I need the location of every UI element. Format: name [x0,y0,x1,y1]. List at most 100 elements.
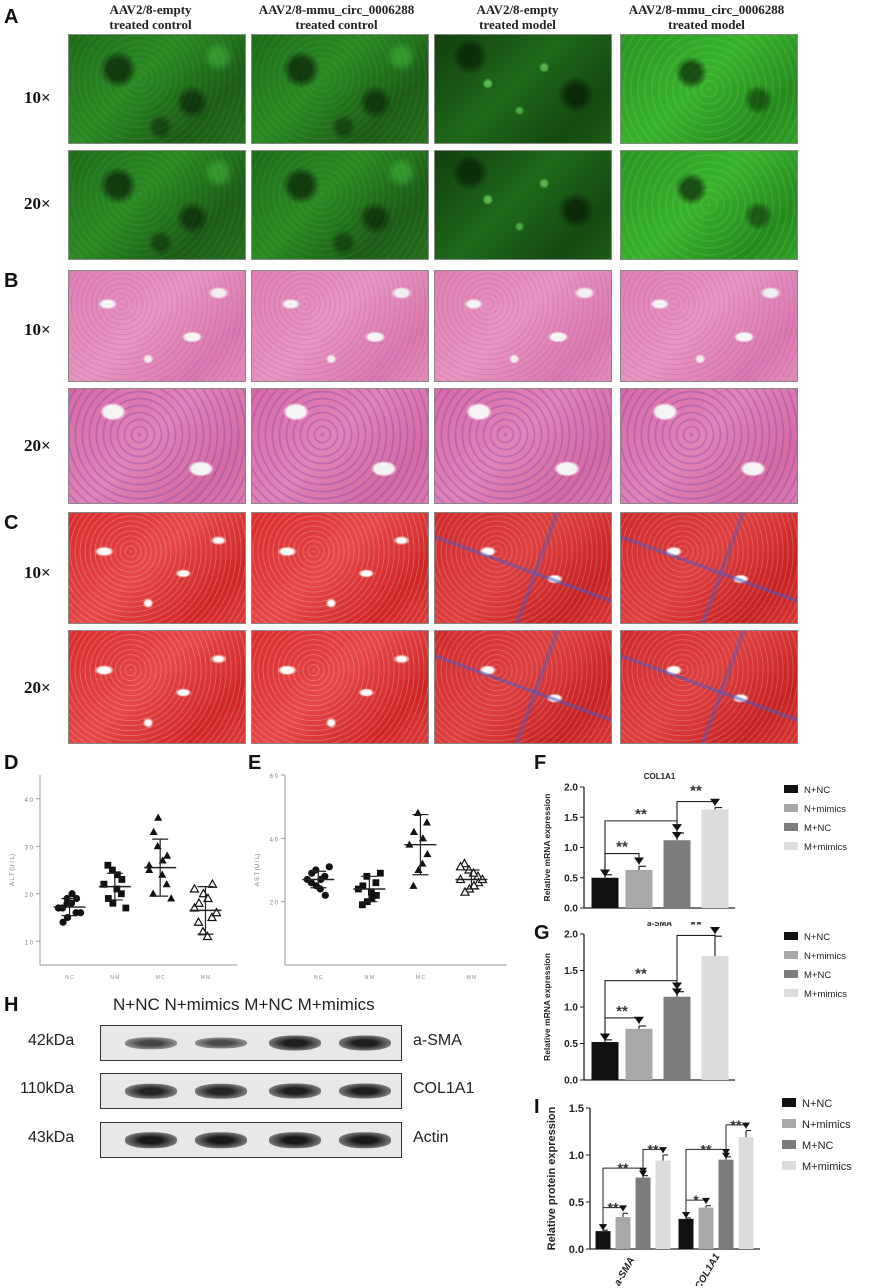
blot-band [269,1083,321,1099]
bar [678,1218,694,1249]
legend-label: N+NC [802,1098,832,1110]
data-point [376,869,384,877]
western-blot-header: N+NC N+mimics M+NC M+mimics [113,995,375,1014]
legend-swatch [782,1119,796,1128]
significance-marker: * [693,1192,699,1208]
bracket-arrow [600,869,610,877]
y-tick-label: 2 0 [25,893,34,899]
col1a1-mrna-chart: COL1A1 0.0 0.5 1.0 1.5 2.0 Relative mRNA expre… [542,772,847,915]
masson-stain-image [68,630,246,744]
legend-label: M+NC [804,823,831,834]
magnification-label-c-10x: 10× [24,563,51,582]
data-point [189,883,200,893]
data-point [162,880,171,888]
bar [663,996,691,1080]
y-tick-label: 1.0 [564,843,578,854]
column-header-line: AAV2/8-empty [476,2,559,17]
y-tick-label: 6 0 [270,774,279,780]
ast-scatter-chart: 2 0 4 0 6 0 A S T (U / L) N C N M M C M M [255,774,507,981]
data-point [149,827,158,835]
bracket-arrow [702,1197,710,1204]
bar [625,869,653,908]
x-tick-label: M C [156,975,166,981]
legend-label: N+NC [804,785,830,796]
bracket-arrow [659,1147,667,1154]
blot-band [339,1132,391,1148]
blot-band [195,1037,247,1049]
data-point [104,861,112,869]
legend-swatch [784,970,798,978]
bar [701,809,729,908]
blot-band [125,1132,177,1148]
legend-label: N+mimics [802,1119,851,1131]
legend-swatch [784,804,798,812]
significance-marker: ** [608,1200,619,1216]
legend-label: M+NC [802,1140,834,1152]
data-point [321,891,329,899]
blot-band [339,1083,391,1099]
masson-stain-image [434,630,612,744]
x-tick-label: M M [467,975,477,981]
data-point [163,851,172,859]
significance-marker: ** [616,1003,628,1020]
legend-label: N+mimics [804,804,846,815]
data-point [372,891,380,899]
data-point [307,879,315,887]
bar [655,1160,671,1249]
column-header-4: AAV2/8-mmu_circ_0006288 treated model [614,2,799,32]
bracket-arrow [600,1033,610,1041]
bar [718,1159,734,1249]
blot-band [269,1035,321,1051]
panel-label-i: I [534,1096,540,1118]
bracket-arrow [710,798,720,806]
protein-label: COL1A1 [413,1080,475,1097]
fluorescence-image [68,34,246,144]
y-tick-label: 1.5 [564,966,578,977]
data-point [207,878,218,888]
fluorescence-image [620,34,798,144]
bracket-arrow [634,857,644,865]
y-tick-label: 0.5 [564,1039,578,1050]
column-header-line: AAV2/8-mmu_circ_0006288 [258,2,415,17]
y-axis-label: Relative protein expression [546,1106,558,1250]
y-tick-label: 1.5 [564,813,578,824]
significance-marker: ** [635,806,647,823]
column-header-line: treated control [109,17,192,32]
he-stain-image [434,270,612,382]
bracket-arrow [639,1170,647,1177]
x-tick-label: N M [365,975,374,981]
bar [698,1207,714,1249]
data-point [422,818,431,826]
magnification-label-b-20x: 20× [24,436,51,455]
x-tick-label: M C [416,975,426,981]
bracket-arrow [672,832,682,840]
significance-marker: ** [731,1117,742,1133]
bracket-arrow [742,1122,750,1129]
masson-stain-image [251,512,429,624]
bar [591,877,619,908]
data-point [113,871,121,879]
blot-strip [100,1073,402,1109]
data-point [145,861,154,869]
blot-band [125,1037,177,1049]
magnification-label-c-20x: 20× [24,678,51,697]
bar [738,1137,754,1249]
y-tick-label: 2.0 [564,783,578,794]
data-point [154,813,163,821]
magnification-label-a-10x: 10× [24,88,51,107]
fluorescence-image [434,34,612,144]
data-point [423,849,432,858]
he-stain-image [434,388,612,504]
fluorescence-image [620,150,798,260]
data-point [372,879,380,887]
data-point [118,876,126,883]
data-point [414,865,423,873]
data-point [367,888,375,896]
y-tick-label: 4 0 [270,837,279,843]
legend-label: M+mimics [804,842,847,853]
x-tick-label: M M [201,975,211,981]
he-stain-image [251,270,429,382]
bar [591,1042,619,1080]
legend-swatch [784,842,798,850]
